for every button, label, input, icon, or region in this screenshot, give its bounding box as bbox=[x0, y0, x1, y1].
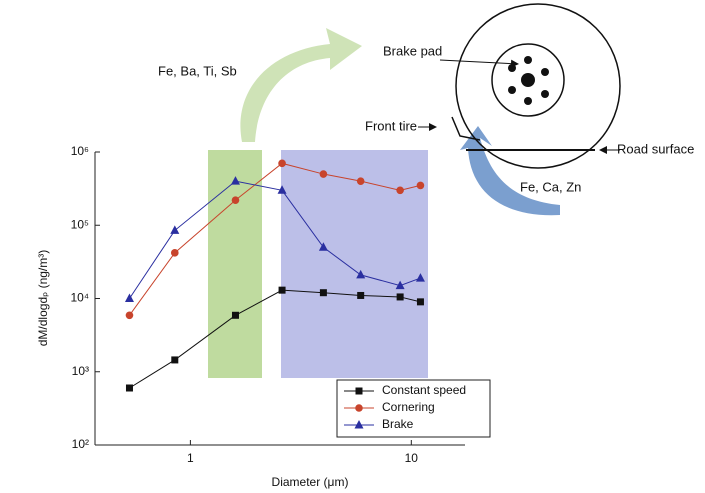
marker bbox=[417, 182, 425, 190]
highlight-band bbox=[281, 150, 428, 378]
legend-label: Brake bbox=[382, 417, 414, 431]
annotation: Front tire bbox=[365, 118, 417, 133]
marker bbox=[171, 249, 179, 257]
legend-label: Cornering bbox=[382, 400, 435, 414]
marker bbox=[357, 177, 365, 185]
pointer bbox=[440, 60, 518, 64]
annotation: Brake pad bbox=[383, 43, 442, 58]
marker bbox=[417, 298, 424, 305]
figure: Diameter (μm) dM/dlogdₚ (ng/m³) 10² 10³ 10… bbox=[0, 0, 705, 493]
annotation: Fe, Ba, Ti, Sb bbox=[158, 63, 237, 78]
marker bbox=[320, 289, 327, 296]
marker bbox=[125, 294, 134, 303]
hub bbox=[521, 73, 535, 87]
marker bbox=[356, 388, 363, 395]
annotation: Road surface bbox=[617, 141, 694, 156]
marker bbox=[126, 385, 133, 392]
marker bbox=[279, 287, 286, 294]
marker bbox=[320, 170, 328, 178]
y-axis-label: dM/dlogdₚ (ng/m³) bbox=[36, 250, 50, 347]
marker bbox=[397, 293, 404, 300]
marker bbox=[171, 356, 178, 363]
y-tick-label: 10² bbox=[72, 437, 89, 451]
y-tick-label: 10⁴ bbox=[70, 291, 89, 305]
marker bbox=[170, 225, 179, 234]
y-tick-label: 10⁵ bbox=[71, 217, 89, 231]
marker bbox=[278, 160, 286, 168]
y-tick-label: 10³ bbox=[72, 364, 89, 378]
marker bbox=[357, 292, 364, 299]
x-tick-label: 10 bbox=[405, 451, 419, 465]
x-axis-label: Diameter (μm) bbox=[272, 475, 349, 489]
marker bbox=[232, 196, 240, 204]
marker bbox=[396, 187, 404, 195]
x-tick-label: 1 bbox=[187, 451, 194, 465]
y-tick-label: 10⁶ bbox=[71, 144, 89, 158]
legend-label: Constant speed bbox=[382, 383, 466, 397]
marker bbox=[232, 312, 239, 319]
marker bbox=[126, 311, 134, 319]
annotation: Fe, Ca, Zn bbox=[520, 179, 581, 194]
arrow bbox=[240, 28, 362, 142]
marker bbox=[355, 404, 363, 412]
